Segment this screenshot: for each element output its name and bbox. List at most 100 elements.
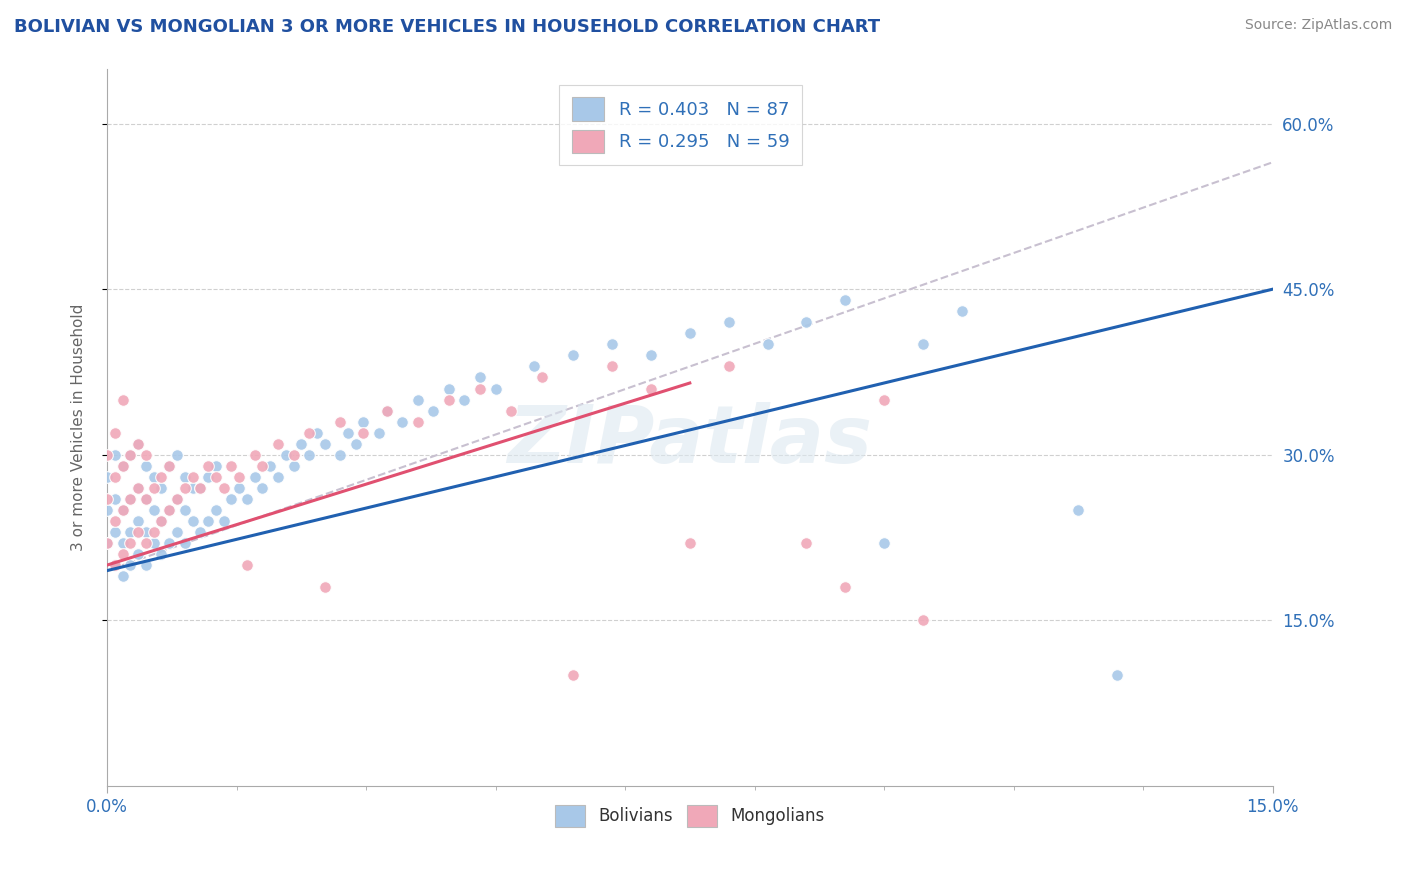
Point [173,503,195,517]
Point [1067,503,1090,517]
Point [181,514,204,528]
Point [173,470,195,484]
Point [406,392,429,407]
Point [135,448,157,462]
Point [127,436,149,450]
Point [406,415,429,429]
Point [96,448,118,462]
Point [157,458,180,473]
Point [873,536,896,550]
Point [437,382,460,396]
Point [484,382,506,396]
Point [111,392,134,407]
Point [640,382,662,396]
Point [344,436,367,450]
Point [228,470,250,484]
Point [96,470,118,484]
Point [640,348,662,362]
Text: BOLIVIAN VS MONGOLIAN 3 OR MORE VEHICLES IN HOUSEHOLD CORRELATION CHART: BOLIVIAN VS MONGOLIAN 3 OR MORE VEHICLES… [14,18,880,36]
Point [523,359,546,374]
Point [135,491,157,506]
Point [212,481,235,495]
Point [127,481,149,495]
Point [127,436,149,450]
Point [314,580,336,594]
Point [135,536,157,550]
Point [150,547,173,561]
Point [950,304,973,318]
Point [150,481,173,495]
Point [104,514,127,528]
Point [252,481,274,495]
Point [111,458,134,473]
Point [181,481,204,495]
Point [127,514,149,528]
Point [236,491,259,506]
Point [188,481,211,495]
Point [252,458,274,473]
Point [135,558,157,573]
Point [166,448,188,462]
Point [96,491,118,506]
Point [329,415,352,429]
Point [236,558,259,573]
Point [298,425,321,440]
Point [243,448,266,462]
Point [142,524,165,539]
Point [197,458,219,473]
Point [205,458,228,473]
Point [600,337,623,351]
Point [157,503,180,517]
Point [135,458,157,473]
Point [274,448,297,462]
Point [142,536,165,550]
Point [375,403,398,417]
Point [142,470,165,484]
Point [531,370,554,384]
Point [188,481,211,495]
Point [166,491,188,506]
Point [259,458,281,473]
Point [600,359,623,374]
Point [336,425,359,440]
Point [142,481,165,495]
Point [1107,668,1129,682]
Point [120,491,142,506]
Point [368,425,391,440]
Point [111,503,134,517]
Point [562,348,585,362]
Y-axis label: 3 or more Vehicles in Household: 3 or more Vehicles in Household [72,303,86,551]
Point [111,536,134,550]
Point [353,415,375,429]
Point [135,491,157,506]
Point [422,403,444,417]
Point [127,547,149,561]
Point [834,580,856,594]
Point [96,536,118,550]
Point [911,337,934,351]
Point [104,491,127,506]
Point [197,470,219,484]
Legend: Bolivians, Mongolians: Bolivians, Mongolians [547,797,832,835]
Point [188,524,211,539]
Point [796,536,818,550]
Point [120,558,142,573]
Point [150,470,173,484]
Point [562,668,585,682]
Point [873,392,896,407]
Point [468,370,491,384]
Point [283,458,305,473]
Point [111,503,134,517]
Point [834,293,856,308]
Point [298,448,321,462]
Point [453,392,475,407]
Point [111,458,134,473]
Point [221,491,243,506]
Point [205,503,228,517]
Point [468,382,491,396]
Point [111,569,134,583]
Point [120,536,142,550]
Point [267,470,290,484]
Point [679,536,702,550]
Point [796,315,818,329]
